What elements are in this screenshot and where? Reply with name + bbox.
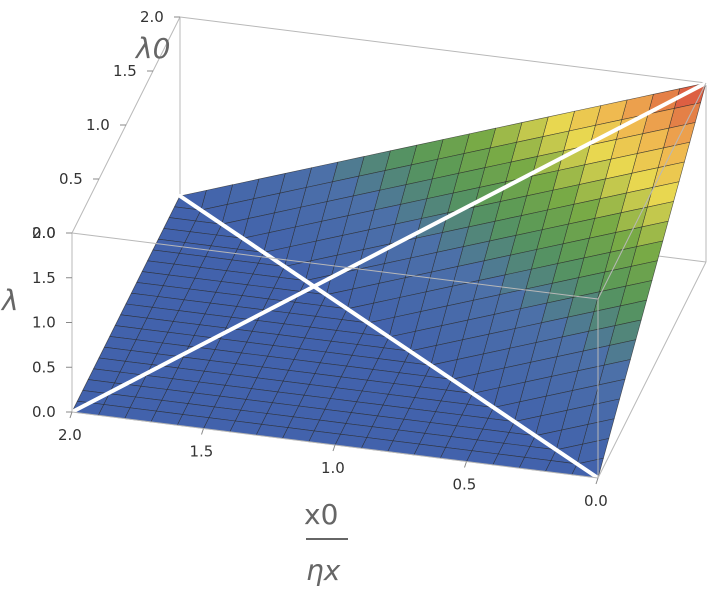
x-axis-label-denominator: ηx	[306, 554, 341, 587]
depth-tick-label: 2.0	[140, 8, 164, 26]
depth-tick-label: 0.5	[59, 170, 83, 188]
box-edge	[179, 16, 707, 84]
x-tick-label: 1.0	[321, 459, 345, 477]
x-tick-mark	[595, 477, 599, 485]
z-tick-label: 2.0	[32, 224, 56, 242]
depth-tick-label: 1.0	[86, 116, 110, 134]
z-tick-label: 1.0	[32, 314, 56, 332]
x-tick-label: 0.5	[453, 476, 477, 494]
box-edge	[71, 232, 599, 300]
x-axis-label-numerator: x0	[304, 498, 338, 531]
depth-tick-label: 1.5	[113, 62, 137, 80]
z-axis-label: λ	[0, 284, 19, 317]
z-tick-label: 1.5	[32, 269, 56, 287]
box-edge	[597, 82, 707, 300]
x-tick-mark	[464, 461, 467, 468]
x-tick-label: 0.0	[584, 492, 608, 510]
x-tick-mark	[332, 444, 336, 452]
x-tick-label: 2.0	[58, 426, 82, 444]
depth-tick-label: 0.0	[32, 224, 56, 242]
crease-line	[178, 194, 600, 480]
z-tick-label: 0.5	[32, 358, 56, 376]
x-tick-mark	[69, 411, 73, 419]
surface-mesh	[71, 82, 707, 479]
depth-axis-label: λ0	[134, 32, 170, 65]
tick-labels: 0.00.51.01.52.00.00.51.01.52.00.00.51.01…	[32, 8, 608, 510]
x-tick-label: 1.5	[190, 443, 214, 461]
x-tick-mark	[201, 428, 204, 435]
diagonal-line	[70, 81, 708, 414]
overlay-lines	[70, 81, 708, 480]
box-edge	[597, 261, 707, 479]
z-tick-label: 0.0	[32, 403, 56, 421]
